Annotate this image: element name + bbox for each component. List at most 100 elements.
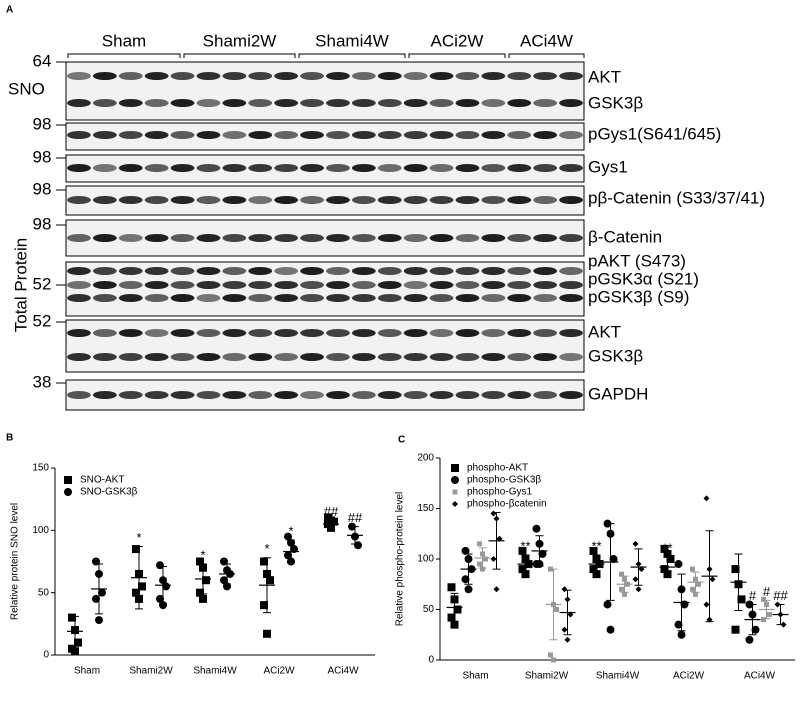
band [533, 234, 558, 242]
band [429, 131, 454, 139]
band [377, 353, 402, 361]
error-bar [95, 563, 103, 615]
band [118, 294, 143, 302]
band [455, 196, 480, 204]
point [71, 647, 79, 656]
y-tick-label: 50 [423, 604, 435, 615]
band [403, 329, 428, 337]
band [92, 164, 117, 172]
error-bar [521, 554, 530, 574]
annotation: * [136, 530, 141, 545]
error-bar [748, 603, 757, 636]
blot-membrane [65, 122, 585, 151]
group-bracket [298, 53, 406, 58]
band [533, 72, 558, 80]
legend-label: phospho-Gys1 [467, 487, 532, 498]
point [731, 565, 740, 574]
band [67, 329, 91, 337]
point [603, 600, 612, 609]
band [455, 234, 480, 242]
point [518, 546, 527, 555]
point [745, 635, 754, 644]
band [351, 267, 376, 275]
annotation: ## [773, 588, 788, 603]
band [248, 267, 273, 275]
band [455, 267, 480, 275]
band [533, 267, 558, 275]
legend-label: SNO-AKT [80, 475, 124, 486]
band [248, 329, 273, 337]
x-tick-label: Shami2W [129, 666, 173, 677]
point [632, 576, 639, 583]
band [248, 353, 273, 361]
band [274, 164, 299, 172]
band [92, 391, 117, 399]
x-tick-label: ACi2W [673, 671, 705, 682]
y-tick-label: 150 [417, 503, 434, 514]
blot-label: pAKT (S473) [588, 251, 686, 270]
band [326, 131, 350, 139]
point [693, 591, 698, 597]
y-tick-label: 0 [43, 650, 49, 661]
band [196, 196, 221, 204]
point [606, 625, 615, 634]
point [703, 601, 710, 608]
error-bar [762, 599, 771, 620]
band [248, 281, 273, 289]
point [690, 566, 695, 572]
band [403, 131, 428, 139]
point [480, 566, 485, 572]
y-tick-label: 100 [417, 554, 434, 565]
point [162, 582, 170, 591]
band [170, 72, 195, 80]
band [144, 196, 169, 204]
band [118, 196, 143, 204]
blot-label: β-Catenin [588, 227, 662, 246]
band [222, 329, 247, 337]
band [118, 72, 143, 80]
band [274, 353, 299, 361]
band [326, 391, 350, 399]
band [559, 391, 583, 399]
point [521, 570, 530, 579]
point [632, 540, 639, 547]
band [67, 72, 91, 80]
legend-label: phospho-βcatenin [467, 499, 547, 510]
y-axis-label: Relative phospho-protein level [395, 492, 406, 627]
point [132, 545, 140, 554]
band [67, 294, 91, 302]
point [609, 555, 618, 563]
band [248, 164, 273, 172]
band [351, 196, 376, 204]
band [248, 234, 273, 242]
band [118, 131, 143, 139]
band [559, 131, 583, 139]
band [144, 391, 169, 399]
band [429, 164, 454, 172]
point [284, 532, 292, 541]
band [429, 391, 454, 399]
point [477, 541, 482, 547]
y-axis-label: Relative protein SNO level [10, 503, 21, 620]
point [64, 476, 72, 484]
point [538, 549, 547, 558]
blot-label: GSK3β [588, 346, 643, 365]
annotation: ## [324, 504, 339, 519]
point [619, 586, 624, 592]
error-bar [135, 546, 143, 610]
band [92, 267, 117, 275]
annotation: * [264, 541, 269, 556]
band [403, 99, 428, 107]
band [274, 72, 299, 80]
band [351, 391, 376, 399]
band [170, 391, 195, 399]
band [222, 281, 247, 289]
band [559, 267, 583, 275]
band [274, 267, 299, 275]
band [144, 164, 169, 172]
x-tick-label: Sham [462, 671, 488, 682]
band [507, 196, 532, 204]
band [118, 281, 143, 289]
point [703, 495, 710, 502]
band [429, 234, 454, 242]
